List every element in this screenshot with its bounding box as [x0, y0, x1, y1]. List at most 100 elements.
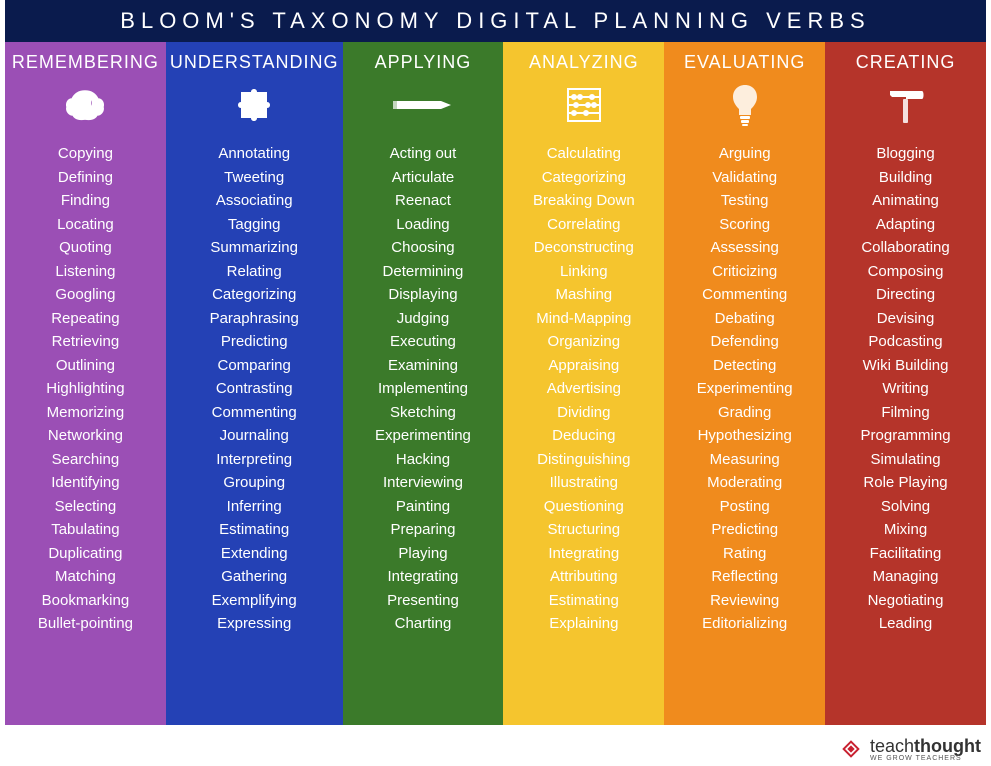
column-title: REMEMBERING	[12, 52, 159, 73]
verb-item: Testing	[721, 192, 769, 210]
verb-item: Measuring	[710, 451, 780, 469]
verb-item: Contrasting	[216, 380, 293, 398]
column-creating: CREATINGBloggingBuildingAnimatingAdaptin…	[825, 42, 986, 725]
verb-item: Collaborating	[861, 239, 949, 257]
verb-item: Solving	[881, 498, 930, 516]
verb-item: Displaying	[388, 286, 457, 304]
footer-text: teachthought WE GROW TEACHERS	[870, 737, 981, 762]
verb-item: Tabulating	[51, 521, 119, 539]
verb-item: Bullet-pointing	[38, 615, 133, 633]
verb-item: Scoring	[719, 216, 770, 234]
verb-item: Experimenting	[697, 380, 793, 398]
verb-item: Wiki Building	[863, 357, 949, 375]
column-title: EVALUATING	[684, 52, 805, 73]
column-remembering: REMEMBERING CopyingDefiningFindingLocatin…	[5, 42, 166, 725]
verb-item: Outlining	[56, 357, 115, 375]
verb-item: Distinguishing	[537, 451, 630, 469]
verb-item: Filming	[881, 404, 929, 422]
verb-item: Role Playing	[863, 474, 947, 492]
verb-item: Arguing	[719, 145, 771, 163]
verb-item: Mixing	[884, 521, 927, 539]
verb-item: Inferring	[227, 498, 282, 516]
column-title: UNDERSTANDING	[170, 52, 339, 73]
verb-item: Articulate	[392, 169, 455, 187]
verb-item: Integrating	[388, 568, 459, 586]
verb-item: Defending	[710, 333, 778, 351]
verb-item: Negotiating	[868, 592, 944, 610]
verb-item: Correlating	[547, 216, 620, 234]
verb-item: Mind-Mapping	[536, 310, 631, 328]
verb-item: Programming	[861, 427, 951, 445]
verb-item: Attributing	[550, 568, 618, 586]
verb-item: Building	[879, 169, 932, 187]
verb-item: Mashing	[555, 286, 612, 304]
verb-item: Managing	[873, 568, 939, 586]
verb-item: Commenting	[212, 404, 297, 422]
verb-item: Commenting	[702, 286, 787, 304]
verb-item: Grading	[718, 404, 771, 422]
verb-item: Reenact	[395, 192, 451, 210]
verb-list: Acting outArticulateReenactLoadingChoosi…	[375, 145, 471, 633]
verb-item: Identifying	[51, 474, 119, 492]
verb-item: Listening	[55, 263, 115, 281]
verb-item: Predicting	[711, 521, 778, 539]
column-evaluating: EVALUATINGArguingValidatingTestingScorin…	[664, 42, 825, 725]
verb-item: Categorizing	[542, 169, 626, 187]
verb-item: Locating	[57, 216, 114, 234]
verb-item: Reviewing	[710, 592, 779, 610]
verb-item: Bookmarking	[42, 592, 130, 610]
verb-item: Explaining	[549, 615, 618, 633]
verb-item: Playing	[398, 545, 447, 563]
verb-item: Exemplifying	[212, 592, 297, 610]
footer-tagline: WE GROW TEACHERS	[870, 755, 981, 762]
verb-item: Moderating	[707, 474, 782, 492]
verb-item: Journaling	[220, 427, 289, 445]
verb-item: Painting	[396, 498, 450, 516]
verb-item: Blogging	[876, 145, 934, 163]
verb-item: Preparing	[390, 521, 455, 539]
verb-item: Relating	[227, 263, 282, 281]
verb-item: Estimating	[549, 592, 619, 610]
verb-item: Tweeting	[224, 169, 284, 187]
abacus-icon	[564, 81, 604, 129]
verb-item: Posting	[720, 498, 770, 516]
verb-item: Facilitating	[870, 545, 942, 563]
column-title: CREATING	[856, 52, 956, 73]
verb-item: Dividing	[557, 404, 610, 422]
verb-item: Copying	[58, 145, 113, 163]
verb-item: Googling	[55, 286, 115, 304]
verb-item: Judging	[397, 310, 450, 328]
verb-list: CopyingDefiningFindingLocatingQuotingLis…	[38, 145, 133, 633]
verb-item: Directing	[876, 286, 935, 304]
verb-item: Debating	[715, 310, 775, 328]
verb-list: AnnotatingTweetingAssociatingTaggingSumm…	[210, 145, 299, 633]
verb-item: Rating	[723, 545, 766, 563]
verb-item: Interpreting	[216, 451, 292, 469]
verb-item: Breaking Down	[533, 192, 635, 210]
verb-item: Simulating	[871, 451, 941, 469]
brain-icon	[62, 81, 108, 129]
verb-item: Annotating	[218, 145, 290, 163]
verb-item: Estimating	[219, 521, 289, 539]
column-title: ANALYZING	[529, 52, 639, 73]
verb-item: Structuring	[548, 521, 621, 539]
verb-item: Presenting	[387, 592, 459, 610]
verb-item: Appraising	[548, 357, 619, 375]
verb-item: Searching	[52, 451, 120, 469]
verb-item: Organizing	[548, 333, 621, 351]
verb-item: Advertising	[547, 380, 621, 398]
verb-list: BloggingBuildingAnimatingAdaptingCollabo…	[861, 145, 951, 633]
verb-item: Networking	[48, 427, 123, 445]
columns-container: REMEMBERING CopyingDefiningFindingLocatin…	[5, 42, 986, 725]
verb-item: Summarizing	[210, 239, 298, 257]
verb-item: Selecting	[55, 498, 117, 516]
verb-item: Deconstructing	[534, 239, 634, 257]
verb-item: Interviewing	[383, 474, 463, 492]
footer-brand-bold: thought	[914, 736, 981, 756]
verb-item: Grouping	[223, 474, 285, 492]
verb-item: Executing	[390, 333, 456, 351]
verb-item: Composing	[868, 263, 944, 281]
verb-item: Deducing	[552, 427, 615, 445]
verb-item: Determining	[383, 263, 464, 281]
verb-item: Charting	[395, 615, 452, 633]
